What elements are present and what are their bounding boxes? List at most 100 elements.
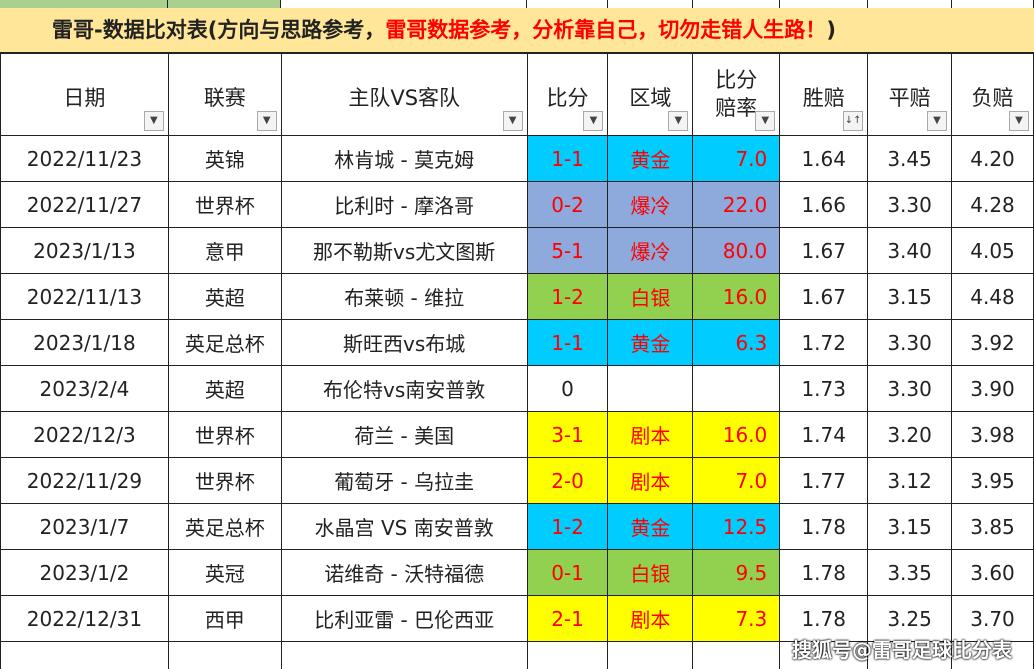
cell-league[interactable]: 英超	[167, 365, 282, 412]
cell-score[interactable]: 3-1	[526, 411, 609, 458]
filter-dropdown-icon[interactable]: ▼	[755, 111, 776, 131]
cell-win[interactable]: 1.67	[779, 273, 869, 320]
cell-score[interactable]: 2-1	[526, 595, 609, 642]
cell-lose[interactable]: 4.48	[951, 273, 1034, 320]
cell-league[interactable]: 英足总杯	[167, 319, 282, 366]
cell-empty[interactable]	[607, 641, 694, 669]
cell-lose[interactable]: 3.95	[951, 457, 1034, 504]
cell-win[interactable]: 1.64	[779, 135, 869, 182]
cell-zone[interactable]: 爆冷	[607, 227, 694, 274]
cell-date[interactable]: 2022/12/31	[0, 595, 169, 642]
cell-rate[interactable]: 22.0	[692, 181, 781, 228]
cell-date[interactable]: 2023/1/13	[0, 227, 169, 274]
cell-win[interactable]: 1.72	[779, 319, 869, 366]
cell-empty[interactable]	[867, 641, 953, 669]
cell-lose[interactable]: 4.05	[951, 227, 1034, 274]
cell-date[interactable]: 2022/11/29	[0, 457, 169, 504]
cell-rate[interactable]	[692, 365, 781, 412]
cell-win[interactable]: 1.78	[779, 503, 869, 550]
cell-score[interactable]: 2-0	[526, 457, 609, 504]
cell-win[interactable]: 1.74	[779, 411, 869, 458]
cell-match[interactable]: 荷兰 - 美国	[280, 411, 528, 458]
cell-lose[interactable]: 3.98	[951, 411, 1034, 458]
cell-league[interactable]: 英冠	[167, 549, 282, 596]
cell-rate[interactable]: 7.0	[692, 457, 781, 504]
cell-match[interactable]: 比利亚雷 - 巴伦西亚	[280, 595, 528, 642]
cell-draw[interactable]: 3.45	[867, 135, 953, 182]
cell-draw[interactable]: 3.40	[867, 227, 953, 274]
cell-league[interactable]: 英足总杯	[167, 503, 282, 550]
cell-date[interactable]: 2022/11/27	[0, 181, 169, 228]
cell-match[interactable]: 诺维奇 - 沃特福德	[280, 549, 528, 596]
cell-score[interactable]: 1-1	[526, 319, 609, 366]
cell-zone[interactable]: 剧本	[607, 411, 694, 458]
cell-match[interactable]: 那不勒斯vs尤文图斯	[280, 227, 528, 274]
filter-dropdown-icon[interactable]: ▼	[668, 111, 689, 131]
cell-zone[interactable]: 黄金	[607, 319, 694, 366]
cell-match[interactable]: 水晶宫 VS 南安普敦	[280, 503, 528, 550]
cell-zone[interactable]: 剧本	[607, 595, 694, 642]
cell-rate[interactable]: 16.0	[692, 411, 781, 458]
cell-league[interactable]: 英超	[167, 273, 282, 320]
cell-draw[interactable]: 3.30	[867, 319, 953, 366]
cell-league[interactable]: 世界杯	[167, 181, 282, 228]
filter-dropdown-icon[interactable]: ▼	[927, 111, 948, 131]
cell-draw[interactable]: 3.30	[867, 365, 953, 412]
cell-zone[interactable]: 爆冷	[607, 181, 694, 228]
cell-draw[interactable]: 3.15	[867, 273, 953, 320]
cell-win[interactable]: 1.78	[779, 549, 869, 596]
cell-lose[interactable]: 3.90	[951, 365, 1034, 412]
cell-league[interactable]: 英锦	[167, 135, 282, 182]
cell-date[interactable]: 2022/12/3	[0, 411, 169, 458]
filter-dropdown-icon[interactable]: ↓↑	[843, 111, 864, 131]
cell-empty[interactable]	[779, 641, 869, 669]
cell-empty[interactable]	[951, 641, 1034, 669]
cell-draw[interactable]: 3.12	[867, 457, 953, 504]
cell-draw[interactable]: 3.35	[867, 549, 953, 596]
cell-score[interactable]: 0-2	[526, 181, 609, 228]
cell-rate[interactable]: 9.5	[692, 549, 781, 596]
cell-zone[interactable]: 黄金	[607, 135, 694, 182]
cell-zone[interactable]: 黄金	[607, 503, 694, 550]
cell-date[interactable]: 2023/2/4	[0, 365, 169, 412]
cell-match[interactable]: 布伦特vs南安普敦	[280, 365, 528, 412]
cell-zone[interactable]: 白银	[607, 273, 694, 320]
cell-league[interactable]: 西甲	[167, 595, 282, 642]
cell-match[interactable]: 林肯城 - 莫克姆	[280, 135, 528, 182]
cell-zone[interactable]	[607, 365, 694, 412]
cell-lose[interactable]: 3.60	[951, 549, 1034, 596]
cell-score[interactable]: 1-2	[526, 273, 609, 320]
cell-date[interactable]: 2023/1/18	[0, 319, 169, 366]
cell-rate[interactable]: 6.3	[692, 319, 781, 366]
cell-league[interactable]: 意甲	[167, 227, 282, 274]
cell-lose[interactable]: 3.85	[951, 503, 1034, 550]
cell-win[interactable]: 1.67	[779, 227, 869, 274]
cell-score[interactable]: 1-2	[526, 503, 609, 550]
cell-match[interactable]: 布莱顿 - 维拉	[280, 273, 528, 320]
filter-dropdown-icon[interactable]: ▼	[143, 111, 164, 131]
cell-zone[interactable]: 剧本	[607, 457, 694, 504]
cell-lose[interactable]: 4.28	[951, 181, 1034, 228]
cell-match[interactable]: 斯旺西vs布城	[280, 319, 528, 366]
filter-dropdown-icon[interactable]: ▼	[583, 111, 604, 131]
cell-date[interactable]: 2023/1/2	[0, 549, 169, 596]
cell-rate[interactable]: 7.0	[692, 135, 781, 182]
filter-dropdown-icon[interactable]: ▼	[502, 111, 523, 131]
cell-rate[interactable]: 12.5	[692, 503, 781, 550]
cell-date[interactable]: 2022/11/13	[0, 273, 169, 320]
cell-draw[interactable]: 3.20	[867, 411, 953, 458]
cell-match[interactable]: 葡萄牙 - 乌拉圭	[280, 457, 528, 504]
cell-league[interactable]: 世界杯	[167, 411, 282, 458]
cell-league[interactable]: 世界杯	[167, 457, 282, 504]
cell-date[interactable]: 2022/11/23	[0, 135, 169, 182]
cell-empty[interactable]	[692, 641, 781, 669]
cell-match[interactable]: 比利时 - 摩洛哥	[280, 181, 528, 228]
cell-rate[interactable]: 7.3	[692, 595, 781, 642]
cell-empty[interactable]	[0, 641, 169, 669]
cell-draw[interactable]: 3.15	[867, 503, 953, 550]
cell-win[interactable]: 1.66	[779, 181, 869, 228]
cell-win[interactable]: 1.77	[779, 457, 869, 504]
cell-score[interactable]: 1-1	[526, 135, 609, 182]
cell-win[interactable]: 1.78	[779, 595, 869, 642]
cell-empty[interactable]	[526, 641, 609, 669]
